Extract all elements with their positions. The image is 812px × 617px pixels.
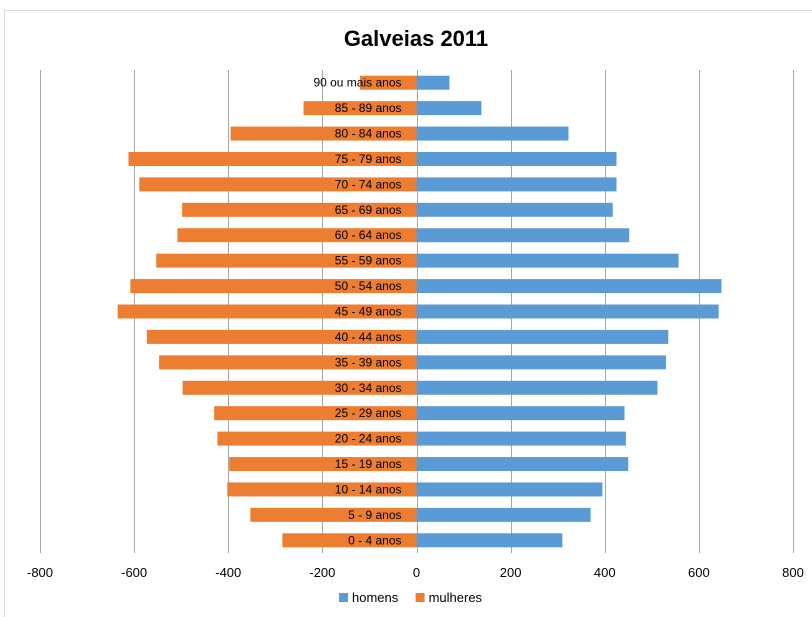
bar-homens: [416, 482, 603, 497]
bar-homens: [416, 75, 450, 90]
category-label: 75 - 79 anos: [335, 152, 402, 166]
bar-mulheres: [117, 304, 417, 319]
legend-swatch-homens: [339, 593, 348, 602]
category-label: 0 - 4 anos: [348, 533, 401, 547]
x-axis-ticks: -800 -600 -400 -200 0 200 400 600 800: [27, 565, 804, 580]
category-label: 85 - 89 anos: [335, 101, 402, 115]
bar-mulheres: [217, 431, 417, 446]
x-tick-label: -800: [27, 565, 53, 580]
bar-mulheres: [182, 202, 417, 217]
bar-mulheres: [227, 482, 417, 497]
bar-homens: [416, 329, 669, 344]
x-tick-label: 400: [594, 565, 616, 580]
bar-homens: [416, 177, 617, 192]
category-label: 15 - 19 anos: [335, 457, 402, 471]
category-label: 55 - 59 anos: [335, 254, 402, 268]
category-label: 25 - 29 anos: [335, 406, 402, 420]
bar-mulheres: [360, 75, 417, 90]
category-label: 5 - 9 anos: [348, 508, 401, 522]
legend-label-homens: homens: [352, 590, 399, 605]
category-label: 90 ou mais anos: [313, 76, 401, 90]
x-tick-label: -600: [121, 565, 147, 580]
category-label: 80 - 84 anos: [335, 127, 402, 141]
bar-homens: [416, 355, 666, 370]
bar-mulheres: [250, 507, 417, 522]
bar-homens: [416, 228, 630, 243]
x-tick-label: 600: [688, 565, 710, 580]
bar-mulheres: [303, 101, 417, 116]
category-label: 50 - 54 anos: [335, 279, 402, 293]
category-label: 40 - 44 anos: [335, 330, 402, 344]
bar-mulheres: [182, 380, 417, 395]
bar-homens: [416, 279, 722, 294]
category-label: 20 - 24 anos: [335, 432, 402, 446]
bars: [117, 75, 722, 548]
bar-homens: [416, 380, 658, 395]
bar-homens: [416, 533, 563, 548]
bar-mulheres: [159, 355, 417, 370]
x-tick-label: 0: [413, 565, 420, 580]
bar-mulheres: [230, 126, 417, 141]
bar-mulheres: [214, 406, 417, 421]
bar-mulheres: [177, 228, 417, 243]
legend-label-mulheres: mulheres: [429, 590, 483, 605]
bar-homens: [416, 304, 719, 319]
category-label: 30 - 34 anos: [335, 381, 402, 395]
legend: homens mulheres: [339, 590, 483, 605]
bar-mulheres: [229, 457, 417, 472]
legend-swatch-mulheres: [415, 593, 425, 602]
category-label: 10 - 14 anos: [335, 482, 402, 496]
category-label: 65 - 69 anos: [335, 203, 402, 217]
bar-mulheres: [282, 533, 417, 548]
bar-mulheres: [128, 151, 417, 166]
bar-homens: [416, 507, 591, 522]
bar-mulheres: [146, 329, 417, 344]
x-tick-label: -400: [215, 565, 241, 580]
bar-homens: [416, 253, 679, 268]
x-tick-label: -200: [309, 565, 335, 580]
category-label: 70 - 74 anos: [335, 177, 402, 191]
chart-title: Galveias 2011: [344, 26, 488, 51]
bar-homens: [416, 101, 482, 116]
bar-mulheres: [139, 177, 417, 192]
bar-homens: [416, 151, 617, 166]
x-tick-label: 200: [500, 565, 522, 580]
category-label: 35 - 39 anos: [335, 355, 402, 369]
category-label: 45 - 49 anos: [335, 305, 402, 319]
category-labels: 0 - 4 anos 5 - 9 anos 10 - 14 anos 15 - 19 …: [313, 76, 401, 548]
bar-homens: [416, 431, 626, 446]
bar-homens: [416, 406, 625, 421]
bar-homens: [416, 126, 569, 141]
bar-homens: [416, 457, 629, 472]
bar-mulheres: [156, 253, 417, 268]
category-label: 60 - 64 anos: [335, 228, 402, 242]
bar-homens: [416, 202, 613, 217]
x-tick-label: 800: [782, 565, 804, 580]
bar-mulheres: [130, 279, 417, 294]
